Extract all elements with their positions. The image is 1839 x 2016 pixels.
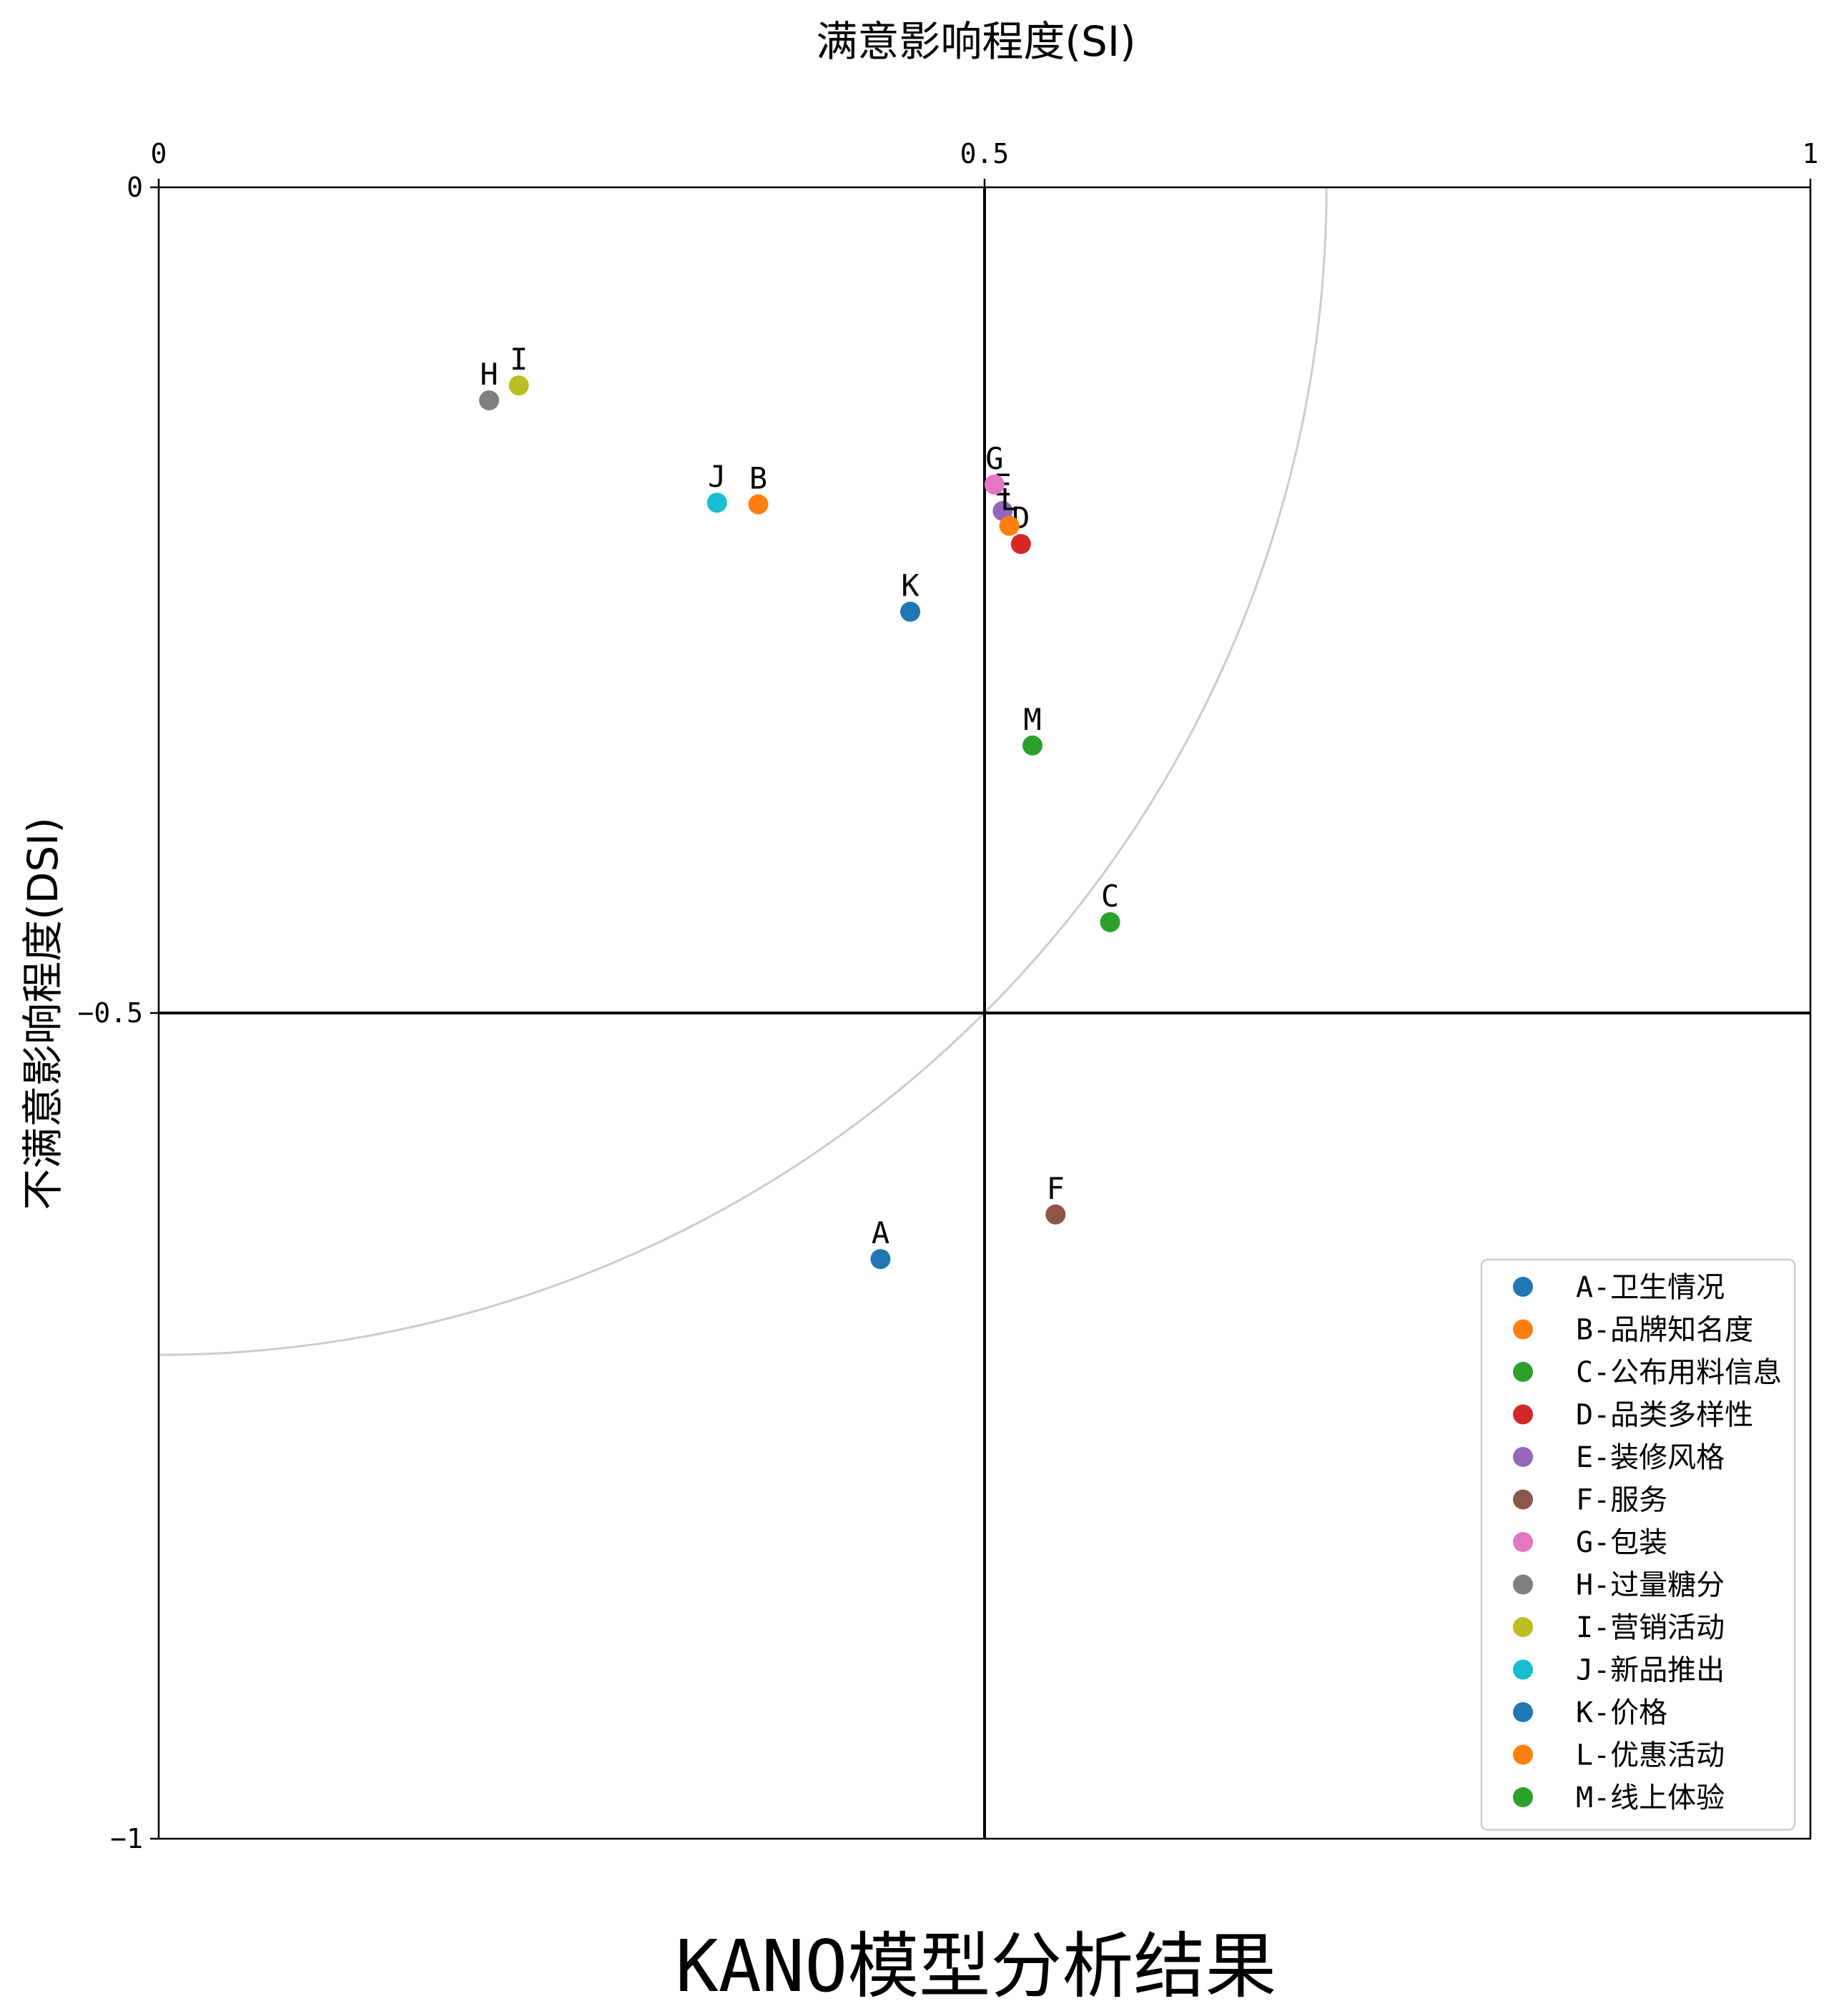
data-point-label: A	[872, 1215, 889, 1250]
legend-marker	[1513, 1574, 1533, 1595]
data-point-label: K	[901, 568, 920, 603]
y-tick-label: −1	[110, 1823, 143, 1854]
x-tick-label: 1	[1803, 138, 1819, 169]
y-axis-label: 不满意影响程度(DSI)	[19, 817, 67, 1210]
legend-label: I-营销活动	[1576, 1611, 1725, 1644]
data-point	[1010, 533, 1031, 554]
data-point	[984, 474, 1005, 495]
data-point	[870, 1249, 891, 1270]
legend-label: K-价格	[1576, 1696, 1667, 1729]
data-point	[706, 493, 727, 513]
legend-box	[1480, 1258, 1796, 1831]
legend-marker	[1513, 1277, 1533, 1297]
data-point	[900, 601, 921, 622]
legend-marker	[1513, 1617, 1533, 1637]
legend-label: F-服务	[1576, 1484, 1667, 1517]
data-point-label: C	[1101, 879, 1119, 914]
x-axis-label: 满意影响程度(SI)	[816, 17, 1135, 66]
data-point-label: G	[985, 441, 1003, 476]
data-point-label: I	[510, 342, 528, 377]
data-point	[748, 494, 769, 515]
data-point-label: H	[480, 357, 498, 392]
legend-marker	[1513, 1489, 1533, 1510]
legend-label: B-品牌知名度	[1576, 1314, 1753, 1347]
legend-label: H-过量糖分	[1576, 1569, 1725, 1602]
data-point	[508, 375, 529, 396]
legend-marker	[1513, 1404, 1533, 1425]
legend-label: D-品类多样性	[1576, 1399, 1753, 1432]
data-point	[1100, 911, 1120, 932]
legend-marker	[1513, 1744, 1533, 1765]
legend-marker	[1513, 1319, 1533, 1340]
chart-title: KANO模型分析结果	[676, 1924, 1277, 2008]
data-point	[1045, 1204, 1066, 1225]
data-point-label: J	[708, 459, 726, 494]
legend-label: L-优惠活动	[1576, 1739, 1725, 1772]
y-tick-label: 0	[127, 172, 143, 203]
legend-marker	[1513, 1787, 1533, 1807]
data-point-label: L	[1000, 483, 1018, 518]
legend-marker	[1513, 1702, 1533, 1722]
legend-label: J-新品推出	[1576, 1654, 1725, 1687]
data-point	[999, 515, 1020, 536]
legend-label: E-装修风格	[1576, 1441, 1725, 1474]
x-tick-label: 0	[151, 138, 167, 169]
data-point	[1022, 735, 1042, 756]
legend-label: C-公布用料信息	[1576, 1356, 1782, 1389]
legend-label: G-包装	[1576, 1526, 1667, 1559]
data-point	[479, 390, 499, 410]
legend-label: A-卫生情况	[1576, 1271, 1725, 1304]
legend-label: M-线上体验	[1576, 1782, 1725, 1814]
legend-marker	[1513, 1659, 1533, 1680]
legend-marker	[1513, 1532, 1533, 1552]
legend-marker	[1513, 1362, 1533, 1382]
legend-marker	[1513, 1447, 1533, 1467]
x-tick-label: 0.5	[960, 138, 1010, 169]
y-tick-label: −0.5	[77, 997, 143, 1029]
data-point-label: M	[1023, 702, 1041, 737]
data-point-label: B	[749, 461, 767, 496]
data-point-label: F	[1047, 1171, 1065, 1206]
